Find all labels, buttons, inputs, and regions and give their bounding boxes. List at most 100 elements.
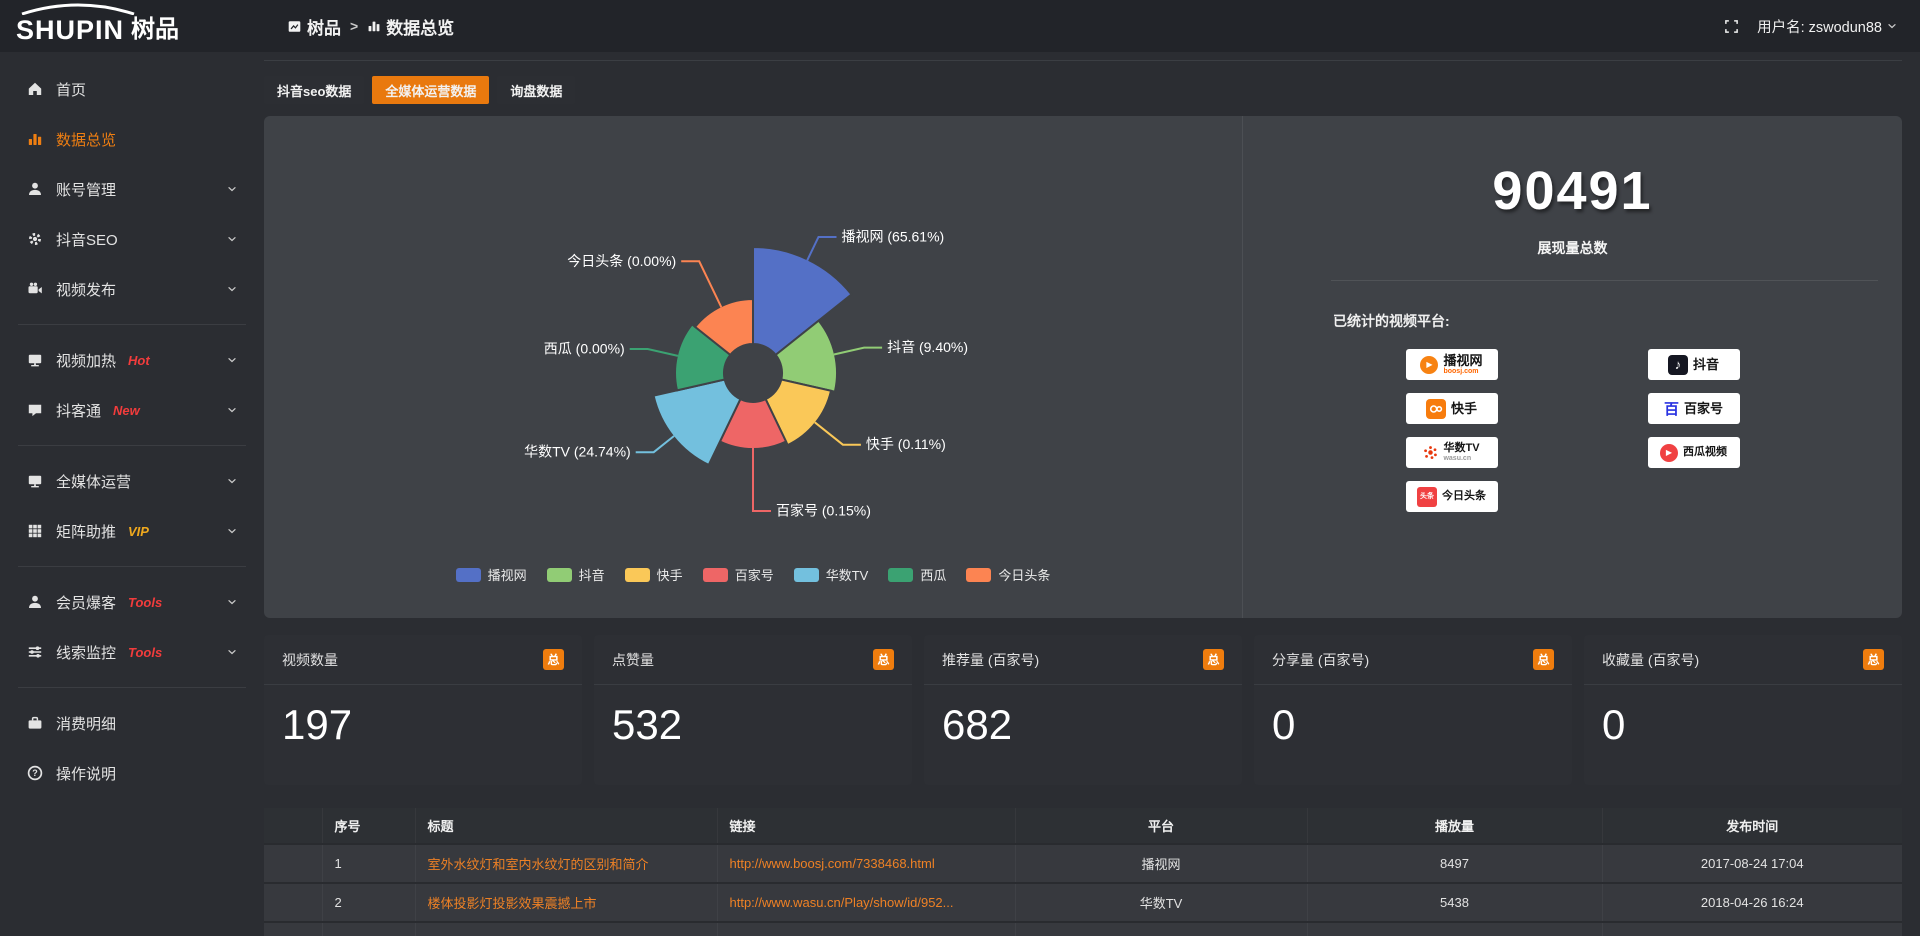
cell-platform: 播视网 [1015,844,1308,884]
top-bar: SHUPIN 树品 树品 > 数据总览 用户名: zswodun88 [0,0,1920,52]
legend-item-快手[interactable]: 快手 [624,565,683,584]
sidebar-item-badge: Tools [128,644,163,660]
slice-快手[interactable] [764,378,833,447]
legend-swatch [966,567,992,582]
wasu-logo-icon [1423,445,1438,460]
slice-label: 今日头条 (0.00%) [567,253,676,269]
stat-card-label: 视频数量 [282,651,338,668]
legend-item-百家号[interactable]: 百家号 [702,565,774,584]
platform-badge-wasu[interactable]: 华数TV wasu.cn [1405,437,1498,468]
tab-1[interactable]: 全媒体运营数据 [372,76,490,104]
sidebar-item-label: 视频加热 [56,352,117,370]
chevron-down-icon [226,646,238,658]
stat-card-2: 推荐量 (百家号) 总 682 [924,635,1242,785]
legend-swatch [455,567,481,582]
chat-icon [26,402,43,419]
legend-label: 今日头条 [998,568,1051,583]
wallet-icon [26,715,43,732]
legend-item-华数TV[interactable]: 华数TV [793,565,869,584]
cell-published: 2017-08-24 17:04 [1602,844,1902,884]
stat-card-4: 收藏量 (百家号) 总 0 [1584,635,1902,785]
tab-0[interactable]: 抖音seo数据 [264,76,365,104]
platform-badge-baijiahao[interactable]: 百百家号 [1647,393,1740,424]
sidebar-item-wallet-15[interactable]: 消费明细 [0,698,264,748]
legend-swatch [793,567,819,582]
cell-link[interactable]: http://www.wasu.cn/Play/show/id/952... [717,883,1016,923]
sidebar-divider [18,445,246,446]
sidebar-item-chat-7[interactable]: 抖客通 New [0,385,264,435]
platform-badge-boosj[interactable]: ▶ 播视网 boosj.com [1405,349,1498,380]
legend-swatch [546,567,572,582]
sidebar-item-badge: Tools [128,594,163,610]
header-divider [264,60,1902,61]
slice-播视网[interactable] [752,245,853,357]
slice-今日头条[interactable] [693,297,754,357]
total-badge[interactable]: 总 [1863,649,1884,670]
sidebar-item-monitor-9[interactable]: 全媒体运营 [0,456,264,506]
sidebar-item-screen-6[interactable]: 视频加热 Hot [0,335,264,385]
sidebar-item-grid-10[interactable]: 矩阵助推 VIP [0,506,264,556]
legend-item-播视网[interactable]: 播视网 [455,565,527,584]
cell-title[interactable]: 楼体投影灯投影效果震撼上市 [415,883,718,923]
total-badge[interactable]: 总 [1533,649,1554,670]
column-header-3: 链接 [717,808,1016,845]
toutiao-logo-icon: 头条 [1417,486,1437,507]
sidebar-item-bars-1[interactable]: 数据总览 [0,114,264,164]
fullscreen-icon[interactable] [1724,19,1739,34]
breadcrumb-item-data-overview[interactable]: 数据总览 [367,14,454,39]
sidebar-item-badge: Hot [128,352,150,368]
total-impressions-value: 90491 [1492,161,1653,221]
slice-华数TV[interactable] [652,378,742,467]
chevron-down-icon [226,183,238,195]
leader-line [752,448,771,512]
platform-badge-kuaishou[interactable]: 快手 [1405,393,1498,424]
baijiahao-logo-icon: 百 [1663,401,1679,418]
total-badge[interactable]: 总 [543,649,564,670]
chevron-down-icon [226,233,238,245]
sidebar-item-video-4[interactable]: 视频发布 [0,264,264,314]
total-badge[interactable]: 总 [1203,649,1224,670]
slice-百家号[interactable] [718,397,788,451]
sidebar-item-user-12[interactable]: 会员爆客 Tools [0,577,264,627]
platform-badge-xigua[interactable]: ▶ 西瓜视频 [1647,437,1740,468]
legend-label: 快手 [656,568,683,583]
stat-card-header: 推荐量 (百家号) 总 [924,635,1242,685]
platforms-grid: ▶ 播视网 boosj.com 快手华数TV wasu.cn 头条 今日头条 ♪ 抖音百百家号 ▶… [1243,349,1902,512]
total-badge[interactable]: 总 [873,649,894,670]
platform-badge-toutiao[interactable]: 头条 今日头条 [1405,481,1498,512]
user-icon [26,594,43,611]
home-icon [26,81,43,98]
cell-plays: 5438 [1307,883,1603,923]
stat-card-value: 532 [612,701,683,748]
sidebar-item-gear-3[interactable]: 抖音SEO [0,214,264,264]
stat-card-value: 0 [1602,701,1626,748]
slice-西瓜[interactable] [674,322,732,392]
chart-legend: 播视网 抖音 快手 百家号 华数TV 西瓜 今日头条 [264,565,1242,584]
user-menu[interactable]: 用户名: zswodun88 [1757,16,1898,37]
legend-item-抖音[interactable]: 抖音 [546,565,605,584]
app-logo: SHUPIN 树品 [0,0,264,52]
nightingale-rose-chart[interactable]: 播视网 (65.61%) 抖音 (9.40%) 快手 (0.11%) 百家号 (0.1… [264,116,1242,618]
legend-swatch [702,567,728,582]
sidebar-item-sliders-13[interactable]: 线索监控 Tools [0,627,264,677]
legend-item-西瓜[interactable]: 西瓜 [888,565,946,584]
slice-label: 华数TV (24.74%) [524,444,631,460]
legend-item-今日头条[interactable]: 今日头条 [966,565,1050,584]
breadcrumb-item-shupin[interactable]: 树品 [287,14,341,39]
sidebar-item-help-16[interactable]: ? 操作说明 [0,748,264,798]
platforms-column: ▶ 播视网 boosj.com 快手华数TV wasu.cn 头条 今日头条 [1405,349,1498,512]
slice-抖音[interactable] [774,319,838,393]
tab-2[interactable]: 询盘数据 [497,76,576,104]
stat-card-label: 点赞量 [612,651,654,668]
legend-swatch [888,567,914,582]
legend-label: 华数TV [825,568,869,583]
sidebar-item-label: 视频发布 [56,281,117,299]
platform-badge-douyin[interactable]: ♪ 抖音 [1647,349,1740,380]
sidebar-item-user-2[interactable]: 账号管理 [0,164,264,214]
chevron-down-icon [226,354,238,366]
cell-link[interactable]: http://www.boosj.com/7338468.html [717,844,1016,884]
leader-line [629,348,679,357]
cell-title[interactable]: 室外水纹灯和室内水纹灯的区别和简介 [415,844,718,884]
column-header-2: 标题 [415,808,718,845]
sidebar-item-home-0[interactable]: 首页 [0,64,264,114]
